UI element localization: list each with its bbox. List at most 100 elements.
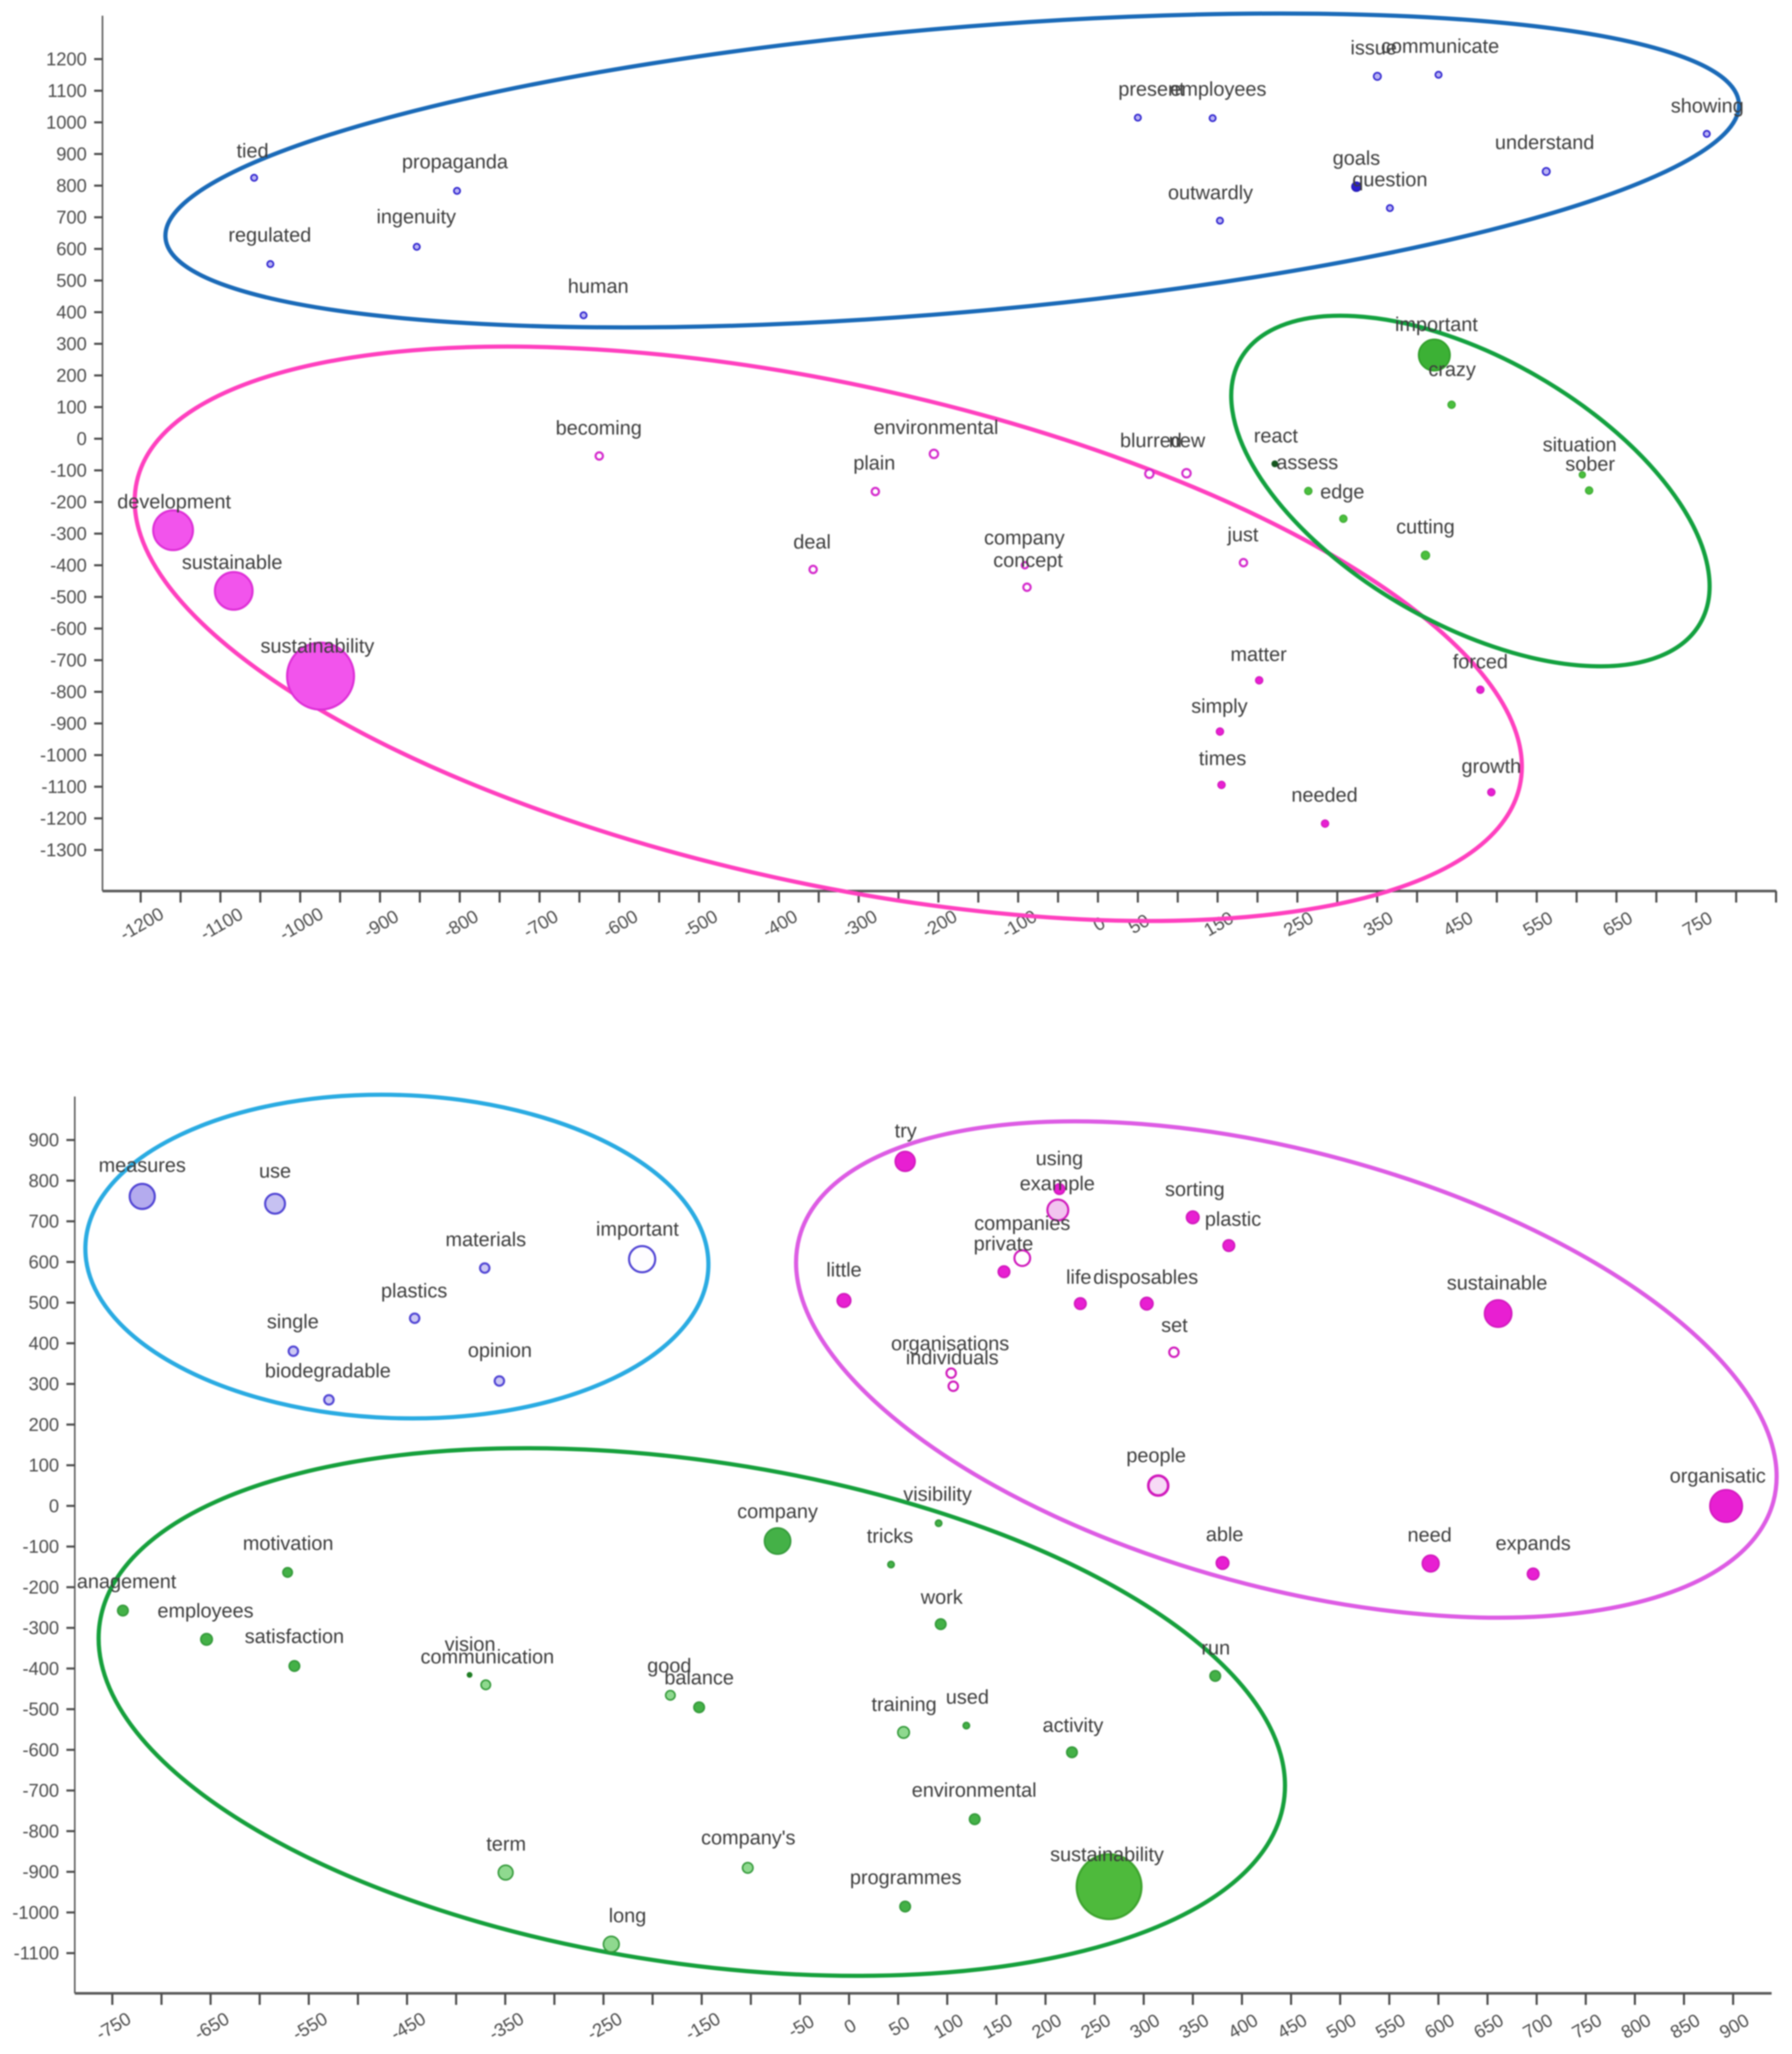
svg-text:needed: needed bbox=[1292, 784, 1358, 806]
svg-text:example: example bbox=[1020, 1173, 1095, 1195]
svg-text:important: important bbox=[1395, 314, 1478, 336]
svg-text:-900: -900 bbox=[50, 714, 87, 734]
svg-text:-1000: -1000 bbox=[12, 1902, 59, 1923]
svg-text:use: use bbox=[259, 1160, 291, 1182]
svg-text:simply: simply bbox=[1191, 695, 1248, 717]
svg-text:sustainable: sustainable bbox=[1447, 1272, 1547, 1294]
svg-text:-500: -500 bbox=[22, 1699, 59, 1720]
svg-text:crazy: crazy bbox=[1429, 359, 1476, 381]
svg-text:goals: goals bbox=[1333, 147, 1380, 169]
svg-text:times: times bbox=[1199, 748, 1247, 770]
svg-text:set: set bbox=[1161, 1315, 1188, 1337]
svg-text:700: 700 bbox=[56, 208, 87, 228]
svg-text:700: 700 bbox=[29, 1212, 59, 1232]
svg-text:measures: measures bbox=[99, 1155, 186, 1177]
svg-text:plain: plain bbox=[853, 452, 895, 474]
svg-text:motivation: motivation bbox=[243, 1533, 333, 1555]
svg-text:long: long bbox=[609, 1905, 646, 1927]
svg-text:company's: company's bbox=[701, 1827, 795, 1849]
svg-text:good: good bbox=[647, 1655, 692, 1677]
svg-text:balance: balance bbox=[664, 1667, 734, 1689]
svg-text:tied: tied bbox=[236, 140, 268, 162]
svg-text:sober: sober bbox=[1565, 453, 1615, 475]
svg-text:present: present bbox=[1118, 78, 1185, 100]
svg-text:companies: companies bbox=[974, 1213, 1070, 1235]
svg-text:vision: vision bbox=[444, 1634, 495, 1656]
svg-text:800: 800 bbox=[29, 1171, 59, 1191]
svg-text:500: 500 bbox=[56, 271, 87, 291]
svg-text:anagement: anagement bbox=[77, 1571, 177, 1593]
svg-text:activity: activity bbox=[1043, 1715, 1103, 1737]
svg-text:-1200: -1200 bbox=[40, 808, 87, 829]
svg-text:visibility: visibility bbox=[904, 1484, 972, 1505]
svg-text:ingenuity: ingenuity bbox=[376, 206, 456, 228]
svg-text:work: work bbox=[920, 1587, 963, 1608]
svg-text:500: 500 bbox=[29, 1293, 59, 1313]
svg-text:-400: -400 bbox=[22, 1659, 59, 1679]
svg-text:organisatic: organisatic bbox=[1670, 1465, 1766, 1487]
svg-text:able: able bbox=[1206, 1524, 1243, 1546]
svg-text:tricks: tricks bbox=[867, 1525, 914, 1547]
svg-text:cutting: cutting bbox=[1396, 516, 1455, 538]
svg-text:-400: -400 bbox=[50, 555, 87, 576]
svg-text:materials: materials bbox=[446, 1229, 526, 1251]
svg-text:term: term bbox=[486, 1833, 526, 1855]
svg-text:biodegradable: biodegradable bbox=[265, 1360, 391, 1382]
svg-text:1100: 1100 bbox=[48, 81, 87, 101]
svg-text:1000: 1000 bbox=[46, 112, 87, 133]
svg-text:-1100: -1100 bbox=[14, 1943, 59, 1964]
svg-text:-600: -600 bbox=[50, 619, 87, 639]
svg-text:1200: 1200 bbox=[46, 49, 87, 70]
svg-text:800: 800 bbox=[56, 176, 87, 196]
svg-text:opinion: opinion bbox=[468, 1340, 532, 1362]
svg-text:-1000: -1000 bbox=[40, 745, 87, 766]
svg-text:used: used bbox=[946, 1686, 989, 1708]
svg-text:matter: matter bbox=[1230, 644, 1287, 666]
svg-text:-200: -200 bbox=[22, 1577, 59, 1597]
svg-text:-100: -100 bbox=[22, 1537, 59, 1557]
svg-text:forced: forced bbox=[1453, 651, 1508, 673]
svg-text:sustainable: sustainable bbox=[182, 552, 282, 574]
svg-text:outwardly: outwardly bbox=[1168, 182, 1253, 204]
svg-text:new: new bbox=[1169, 430, 1205, 452]
svg-text:programmes: programmes bbox=[850, 1867, 961, 1889]
svg-text:-700: -700 bbox=[22, 1781, 59, 1801]
svg-text:400: 400 bbox=[56, 302, 87, 323]
svg-text:300: 300 bbox=[29, 1374, 59, 1395]
svg-text:people: people bbox=[1126, 1445, 1186, 1467]
svg-text:single: single bbox=[267, 1311, 318, 1333]
svg-text:react: react bbox=[1254, 425, 1298, 447]
svg-text:showing: showing bbox=[1671, 95, 1743, 117]
svg-text:-1300: -1300 bbox=[40, 840, 87, 861]
svg-text:-1100: -1100 bbox=[41, 777, 87, 797]
svg-text:organisations: organisations bbox=[891, 1333, 1009, 1355]
svg-text:-900: -900 bbox=[22, 1862, 59, 1882]
svg-text:communicate: communicate bbox=[1381, 36, 1499, 58]
svg-text:important: important bbox=[596, 1218, 679, 1240]
svg-text:-300: -300 bbox=[22, 1618, 59, 1638]
svg-text:satisfaction: satisfaction bbox=[245, 1626, 344, 1648]
svg-text:-100: -100 bbox=[50, 461, 87, 481]
svg-text:deal: deal bbox=[793, 531, 831, 553]
svg-text:100: 100 bbox=[29, 1455, 59, 1476]
svg-text:200: 200 bbox=[29, 1414, 59, 1435]
svg-text:600: 600 bbox=[29, 1252, 59, 1272]
svg-text:edge: edge bbox=[1320, 481, 1365, 503]
svg-text:900: 900 bbox=[29, 1130, 59, 1150]
svg-text:-600: -600 bbox=[22, 1740, 59, 1760]
svg-text:sustainability: sustainability bbox=[260, 635, 374, 657]
svg-text:life: life bbox=[1066, 1266, 1092, 1288]
svg-text:just: just bbox=[1227, 524, 1259, 546]
svg-text:sustainability: sustainability bbox=[1050, 1844, 1164, 1866]
svg-text:regulated: regulated bbox=[229, 224, 311, 246]
svg-text:environmental: environmental bbox=[874, 417, 999, 439]
svg-text:-800: -800 bbox=[50, 682, 87, 702]
svg-text:expands: expands bbox=[1496, 1533, 1571, 1555]
svg-text:need: need bbox=[1408, 1524, 1452, 1546]
svg-text:run: run bbox=[1202, 1637, 1230, 1659]
svg-text:issue: issue bbox=[1351, 37, 1397, 59]
svg-text:plastics: plastics bbox=[381, 1280, 448, 1302]
svg-text:concept: concept bbox=[993, 550, 1063, 572]
svg-text:900: 900 bbox=[56, 144, 87, 165]
svg-text:propaganda: propaganda bbox=[402, 151, 509, 173]
